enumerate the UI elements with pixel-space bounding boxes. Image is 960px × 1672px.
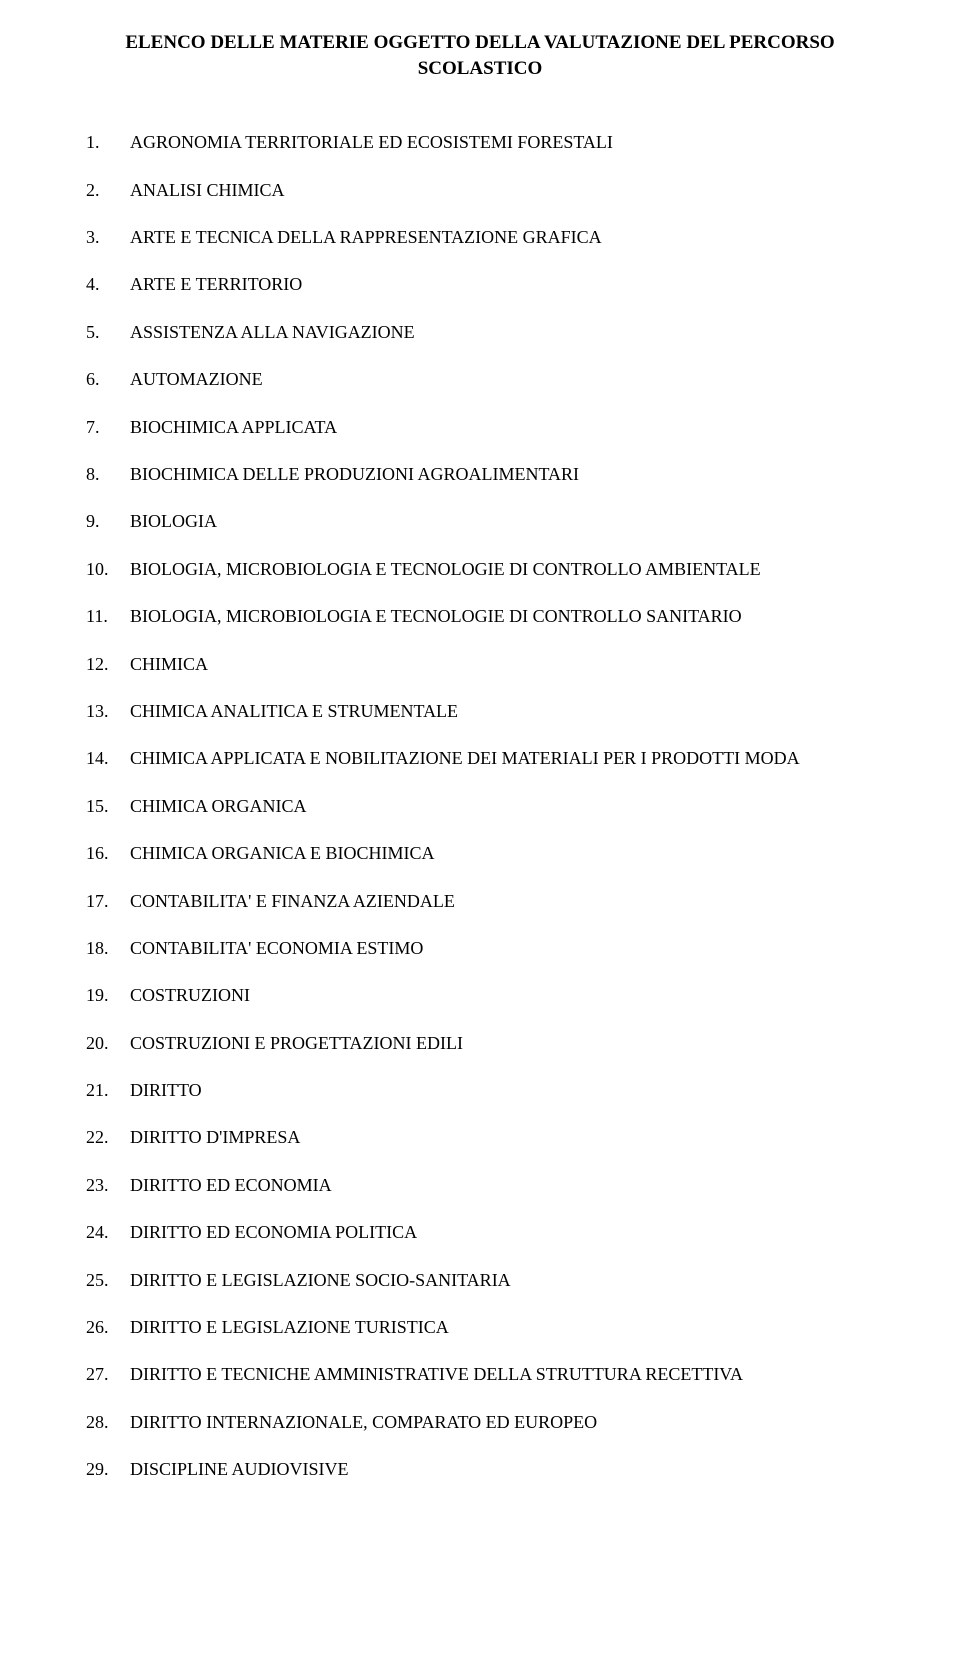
item-label: DIRITTO E TECNICHE AMMINISTRATIVE DELLA …	[130, 1363, 910, 1386]
list-item: 26.DIRITTO E LEGISLAZIONE TURISTICA	[86, 1316, 910, 1339]
list-item: 12.CHIMICA	[86, 653, 910, 676]
item-label: BIOCHIMICA DELLE PRODUZIONI AGROALIMENTA…	[130, 463, 910, 486]
list-item: 16.CHIMICA ORGANICA E BIOCHIMICA	[86, 842, 910, 865]
item-label: CHIMICA	[130, 653, 910, 676]
item-label: BIOLOGIA, MICROBIOLOGIA E TECNOLOGIE DI …	[130, 558, 910, 581]
item-number: 5.	[86, 321, 130, 344]
list-item: 13.CHIMICA ANALITICA E STRUMENTALE	[86, 700, 910, 723]
item-label: CHIMICA ANALITICA E STRUMENTALE	[130, 700, 910, 723]
item-number: 27.	[86, 1363, 130, 1386]
list-item: 5.ASSISTENZA ALLA NAVIGAZIONE	[86, 321, 910, 344]
list-item: 27.DIRITTO E TECNICHE AMMINISTRATIVE DEL…	[86, 1363, 910, 1386]
list-item: 2.ANALISI CHIMICA	[86, 179, 910, 202]
item-label: COSTRUZIONI	[130, 984, 910, 1007]
item-label: ASSISTENZA ALLA NAVIGAZIONE	[130, 321, 910, 344]
item-label: CHIMICA ORGANICA E BIOCHIMICA	[130, 842, 910, 865]
item-label: DISCIPLINE AUDIOVISIVE	[130, 1458, 910, 1481]
list-item: 25.DIRITTO E LEGISLAZIONE SOCIO-SANITARI…	[86, 1269, 910, 1292]
title-line-2: SCOLASTICO	[418, 58, 543, 79]
item-number: 15.	[86, 795, 130, 818]
item-label: DIRITTO D'IMPRESA	[130, 1126, 910, 1149]
list-item: 3.ARTE E TECNICA DELLA RAPPRESENTAZIONE …	[86, 226, 910, 249]
item-label: COSTRUZIONI E PROGETTAZIONI EDILI	[130, 1032, 910, 1055]
item-label: CHIMICA ORGANICA	[130, 795, 910, 818]
list-item: 14.CHIMICA APPLICATA E NOBILITAZIONE DEI…	[86, 747, 910, 770]
item-number: 4.	[86, 273, 130, 296]
item-number: 26.	[86, 1316, 130, 1339]
document-title: ELENCO DELLE MATERIE OGGETTO DELLA VALUT…	[50, 30, 910, 81]
item-number: 7.	[86, 416, 130, 439]
list-item: 4.ARTE E TERRITORIO	[86, 273, 910, 296]
item-number: 19.	[86, 984, 130, 1007]
list-item: 1.AGRONOMIA TERRITORIALE ED ECOSISTEMI F…	[86, 131, 910, 154]
list-item: 17.CONTABILITA' E FINANZA AZIENDALE	[86, 890, 910, 913]
list-item: 6.AUTOMAZIONE	[86, 368, 910, 391]
item-number: 16.	[86, 842, 130, 865]
item-label: BIOLOGIA	[130, 510, 910, 533]
item-number: 21.	[86, 1079, 130, 1102]
item-number: 18.	[86, 937, 130, 960]
item-number: 29.	[86, 1458, 130, 1481]
list-item: 20.COSTRUZIONI E PROGETTAZIONI EDILI	[86, 1032, 910, 1055]
item-number: 14.	[86, 747, 130, 770]
item-label: ANALISI CHIMICA	[130, 179, 910, 202]
item-number: 25.	[86, 1269, 130, 1292]
list-item: 23.DIRITTO ED ECONOMIA	[86, 1174, 910, 1197]
item-number: 3.	[86, 226, 130, 249]
item-number: 28.	[86, 1411, 130, 1434]
list-item: 24.DIRITTO ED ECONOMIA POLITICA	[86, 1221, 910, 1244]
item-label: DIRITTO E LEGISLAZIONE TURISTICA	[130, 1316, 910, 1339]
title-line-1: ELENCO DELLE MATERIE OGGETTO DELLA VALUT…	[125, 32, 834, 53]
item-number: 8.	[86, 463, 130, 486]
item-number: 9.	[86, 510, 130, 533]
list-item: 7.BIOCHIMICA APPLICATA	[86, 416, 910, 439]
subject-list: 1.AGRONOMIA TERRITORIALE ED ECOSISTEMI F…	[50, 131, 910, 1481]
item-number: 22.	[86, 1126, 130, 1149]
item-number: 20.	[86, 1032, 130, 1055]
item-label: BIOLOGIA, MICROBIOLOGIA E TECNOLOGIE DI …	[130, 605, 910, 628]
list-item: 29.DISCIPLINE AUDIOVISIVE	[86, 1458, 910, 1481]
item-label: CONTABILITA' E FINANZA AZIENDALE	[130, 890, 910, 913]
item-number: 23.	[86, 1174, 130, 1197]
list-item: 21.DIRITTO	[86, 1079, 910, 1102]
item-number: 24.	[86, 1221, 130, 1244]
item-label: DIRITTO INTERNAZIONALE, COMPARATO ED EUR…	[130, 1411, 910, 1434]
item-label: DIRITTO ED ECONOMIA	[130, 1174, 910, 1197]
list-item: 22.DIRITTO D'IMPRESA	[86, 1126, 910, 1149]
item-label: ARTE E TECNICA DELLA RAPPRESENTAZIONE GR…	[130, 226, 910, 249]
list-item: 15.CHIMICA ORGANICA	[86, 795, 910, 818]
item-label: BIOCHIMICA APPLICATA	[130, 416, 910, 439]
item-label: AGRONOMIA TERRITORIALE ED ECOSISTEMI FOR…	[130, 131, 910, 154]
item-label: ARTE E TERRITORIO	[130, 273, 910, 296]
item-number: 13.	[86, 700, 130, 723]
item-number: 10.	[86, 558, 130, 581]
item-number: 12.	[86, 653, 130, 676]
item-label: CONTABILITA' ECONOMIA ESTIMO	[130, 937, 910, 960]
item-label: DIRITTO	[130, 1079, 910, 1102]
item-number: 6.	[86, 368, 130, 391]
list-item: 8.BIOCHIMICA DELLE PRODUZIONI AGROALIMEN…	[86, 463, 910, 486]
list-item: 11.BIOLOGIA, MICROBIOLOGIA E TECNOLOGIE …	[86, 605, 910, 628]
item-number: 17.	[86, 890, 130, 913]
list-item: 10.BIOLOGIA, MICROBIOLOGIA E TECNOLOGIE …	[86, 558, 910, 581]
item-number: 11.	[86, 605, 130, 628]
item-number: 2.	[86, 179, 130, 202]
list-item: 18.CONTABILITA' ECONOMIA ESTIMO	[86, 937, 910, 960]
list-item: 9.BIOLOGIA	[86, 510, 910, 533]
item-number: 1.	[86, 131, 130, 154]
list-item: 28.DIRITTO INTERNAZIONALE, COMPARATO ED …	[86, 1411, 910, 1434]
item-label: CHIMICA APPLICATA E NOBILITAZIONE DEI MA…	[130, 747, 910, 770]
item-label: DIRITTO E LEGISLAZIONE SOCIO-SANITARIA	[130, 1269, 910, 1292]
item-label: AUTOMAZIONE	[130, 368, 910, 391]
list-item: 19.COSTRUZIONI	[86, 984, 910, 1007]
item-label: DIRITTO ED ECONOMIA POLITICA	[130, 1221, 910, 1244]
